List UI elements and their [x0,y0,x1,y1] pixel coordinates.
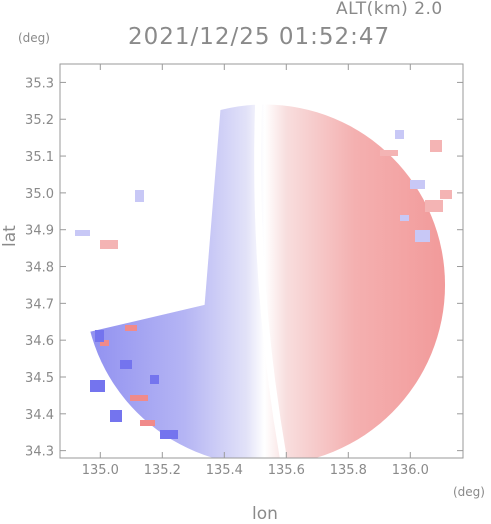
echo-speckle [100,240,118,249]
echo-speckle [90,380,105,392]
x-tick-label: 135.8 [330,463,367,478]
altitude-label: ALT(km) 2.0 [336,0,443,19]
echo-speckle [400,215,409,221]
echo-speckle [425,200,443,212]
plot-frame [59,63,464,459]
y-tick-label: 34.6 [25,334,54,349]
y-axis-ticks: 34.3 34.4 34.5 34.6 34.7 34.8 34.9 35.0 35.1 35.2… [25,76,463,460]
echo-speckle [100,340,109,346]
x-tick-label: 135.0 [82,463,119,478]
x-axis-label: lon [252,504,278,524]
echo-speckle [150,375,159,384]
x-tick-label: 136.0 [392,463,429,478]
echo-speckle [95,330,104,342]
echo-speckle [75,230,90,236]
echo-speckle [130,395,148,401]
echo-speckle [410,180,425,189]
echo-speckle [135,190,144,202]
echo-speckle [395,130,404,139]
echo-speckle [415,230,430,242]
y-tick-label: 35.2 [25,113,54,128]
y-tick-label: 34.3 [25,445,54,460]
x-axis-unit: (deg) [453,485,485,499]
y-tick-label: 34.4 [25,408,54,423]
x-tick-label: 135.2 [144,463,181,478]
echo-speckle [110,410,122,422]
y-tick-label: 34.7 [25,297,54,312]
echo-speckle [160,430,178,439]
echo-speckle [125,325,137,331]
y-tick-label: 35.0 [25,187,54,202]
y-tick-label: 35.3 [25,76,54,91]
y-axis-unit: (deg) [18,31,50,45]
x-axis-ticks: 135.0 135.2 135.4 135.6 135.8 136.0 [82,64,429,478]
y-tick-label: 34.5 [25,371,54,386]
echo-speckle [430,140,442,152]
y-tick-label: 34.9 [25,224,54,239]
radial-velocity-field [60,64,452,458]
echo-speckle [140,420,155,426]
echo-speckle [120,360,132,369]
y-tick-label: 35.1 [25,150,54,165]
timestamp-title: 2021/12/25 01:52:47 [128,24,391,50]
zero-velocity-line [254,104,287,458]
echo-speckle [440,190,452,199]
x-tick-label: 135.4 [206,463,243,478]
x-tick-label: 135.6 [268,463,305,478]
echo-speckle [380,150,398,156]
y-tick-label: 34.8 [25,261,54,276]
